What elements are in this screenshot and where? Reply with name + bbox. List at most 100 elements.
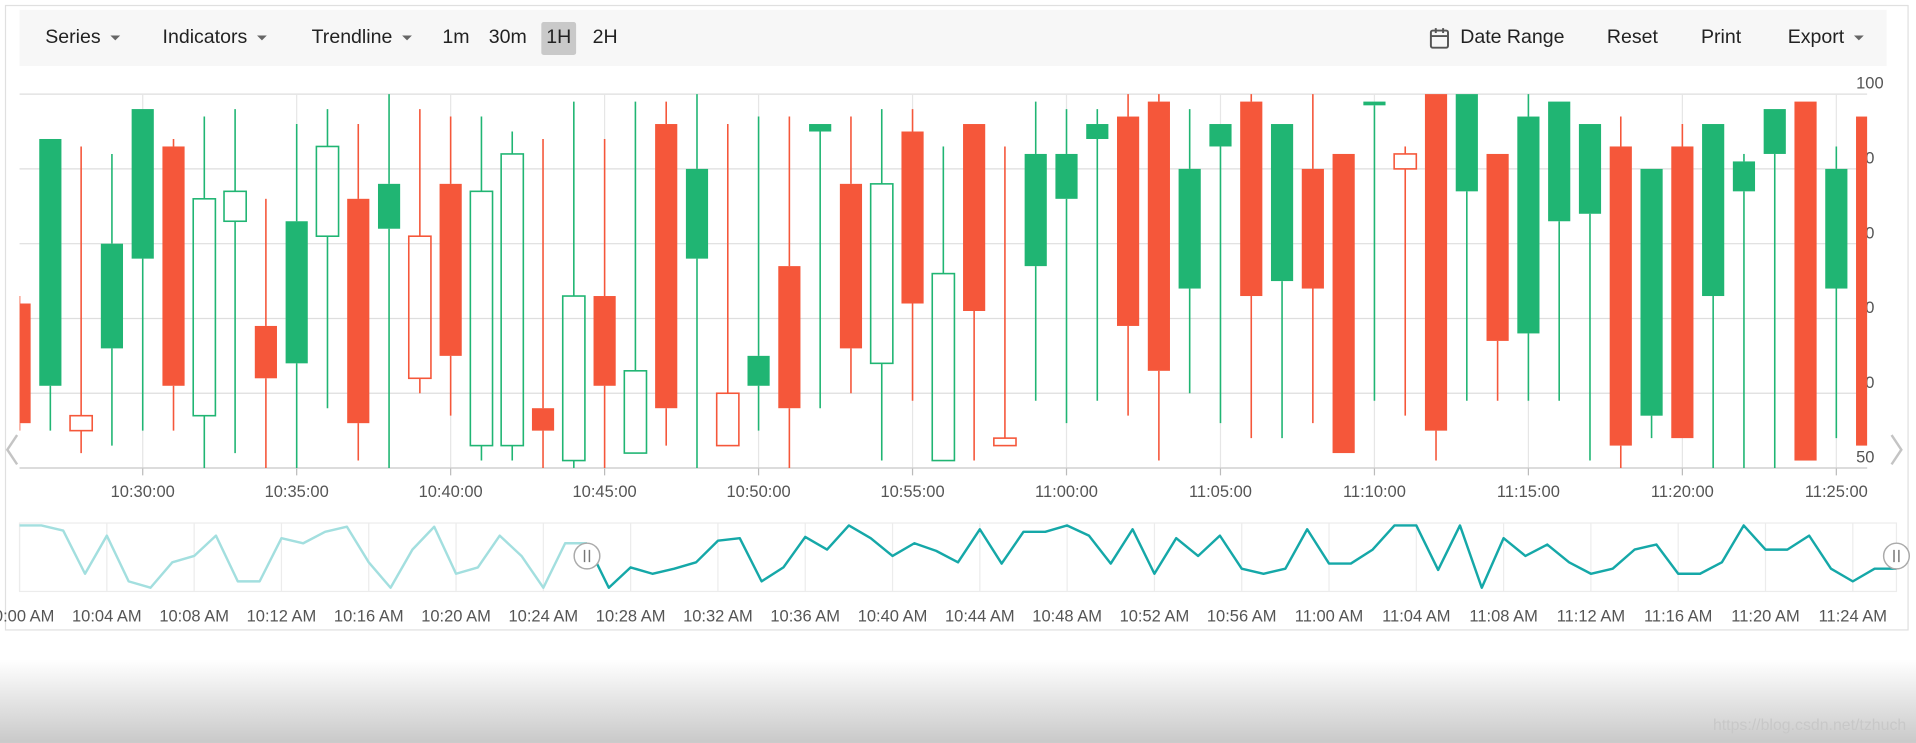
x-tick-label: 11:15:00 bbox=[1497, 483, 1560, 501]
toolbar-menu[interactable]: Indicators bbox=[163, 26, 267, 48]
candle-body bbox=[162, 146, 185, 386]
x-tick-label: 11:08 AM bbox=[1469, 607, 1537, 625]
period-button[interactable]: 2H bbox=[593, 26, 618, 48]
toolbar-menu-label[interactable]: Indicators bbox=[163, 26, 248, 48]
candle-body bbox=[315, 145, 340, 238]
candle-body bbox=[69, 414, 94, 432]
x-tick-label: 10:32 AM bbox=[683, 607, 753, 625]
candle-body bbox=[1548, 101, 1571, 222]
candle-body bbox=[1117, 116, 1140, 326]
x-tick-label: 10:50:00 bbox=[726, 483, 790, 501]
candle-body bbox=[254, 325, 277, 379]
period-button[interactable]: 1H bbox=[541, 22, 577, 56]
period-label[interactable]: 2H bbox=[593, 26, 618, 48]
toolbar-menu[interactable]: Series bbox=[45, 26, 121, 48]
candle-body bbox=[963, 124, 986, 311]
range-handle-knob[interactable] bbox=[573, 542, 601, 570]
x-tick-label: 10:20 AM bbox=[421, 607, 491, 625]
candle-body bbox=[1794, 101, 1817, 461]
x-tick-label: 10:40:00 bbox=[419, 483, 483, 501]
toolbar-menu-label[interactable]: Trendline bbox=[312, 26, 393, 48]
calendar-icon bbox=[1429, 29, 1449, 49]
candle-body bbox=[901, 131, 924, 304]
toolbar bbox=[19, 9, 1887, 67]
x-tick-label: 10:12 AM bbox=[247, 607, 317, 625]
x-tick-label: 10:52 AM bbox=[1120, 607, 1190, 625]
candle-body bbox=[931, 272, 956, 462]
toolbar-action[interactable]: Date Range bbox=[1429, 26, 1565, 49]
candle-body bbox=[469, 190, 494, 447]
candle-body bbox=[19, 303, 31, 424]
period-label[interactable]: 30m bbox=[489, 26, 527, 48]
toolbar-menu[interactable]: Trendline bbox=[312, 26, 412, 48]
candle-body bbox=[623, 370, 648, 454]
x-tick-label: 11:24 AM bbox=[1819, 607, 1887, 625]
navigator-line bbox=[585, 524, 1897, 589]
candle-body bbox=[747, 355, 770, 386]
y-tick-label: 100 bbox=[1856, 75, 1884, 93]
candle-body bbox=[1578, 124, 1602, 214]
dropdown-caret bbox=[402, 35, 412, 41]
x-tick-label: 10:44 AM bbox=[945, 607, 1015, 625]
navigator-line-inactive bbox=[19, 524, 587, 589]
candle-body bbox=[655, 124, 678, 409]
toolbar-action-label[interactable]: Export bbox=[1788, 26, 1845, 48]
period-button[interactable]: 30m bbox=[489, 26, 527, 48]
range-handle-grip[interactable] bbox=[583, 549, 591, 563]
candle-body bbox=[1147, 101, 1170, 371]
toolbar-action-label[interactable]: Date Range bbox=[1460, 26, 1564, 48]
candle-body bbox=[407, 235, 432, 380]
candle-body bbox=[839, 183, 863, 349]
candle-body bbox=[1517, 116, 1540, 334]
scroll-left[interactable] bbox=[5, 434, 19, 466]
period-selected bbox=[541, 22, 577, 56]
candle-body bbox=[1209, 124, 1232, 147]
toolbar-action-label[interactable]: Print bbox=[1701, 26, 1742, 48]
candle-body bbox=[1424, 94, 1448, 431]
scroll-right[interactable] bbox=[1890, 434, 1903, 466]
x-tick-label: 10:30:00 bbox=[111, 483, 175, 501]
toolbar-menu-label[interactable]: Series bbox=[45, 26, 101, 48]
x-tick-label: 11:16 AM bbox=[1644, 607, 1712, 625]
dropdown-caret bbox=[257, 35, 267, 41]
candle-body bbox=[1393, 153, 1418, 170]
x-tick-label: 10:24 AM bbox=[509, 607, 579, 625]
x-tick-label: 11:25:00 bbox=[1805, 483, 1868, 501]
range-handle-grip[interactable] bbox=[1893, 549, 1900, 563]
candle-body bbox=[285, 221, 308, 364]
candle-body bbox=[685, 168, 709, 259]
period-button[interactable]: 1m bbox=[442, 26, 469, 48]
candle-body bbox=[1702, 124, 1725, 297]
toolbar-action[interactable]: Print bbox=[1701, 26, 1742, 48]
toolbar-action[interactable]: Export bbox=[1788, 26, 1864, 48]
x-tick-label: 10:55:00 bbox=[880, 483, 944, 501]
candle-body bbox=[1363, 101, 1386, 106]
candle-body bbox=[1856, 116, 1868, 446]
candle-body bbox=[39, 138, 62, 386]
candle-body bbox=[100, 243, 124, 349]
period-label[interactable]: 1m bbox=[442, 26, 469, 48]
candle-body bbox=[1455, 94, 1478, 192]
candle-body bbox=[1178, 168, 1201, 289]
range-handle[interactable] bbox=[573, 542, 601, 570]
period-label[interactable]: 1H bbox=[546, 26, 571, 48]
candle-body bbox=[1763, 109, 1786, 154]
range-handle-knob[interactable] bbox=[1882, 542, 1911, 570]
candle-body bbox=[593, 296, 616, 386]
x-tick-label: 10:04 AM bbox=[72, 607, 142, 625]
candle-body bbox=[778, 266, 801, 409]
candle-body bbox=[1240, 101, 1263, 297]
dropdown-caret bbox=[110, 35, 121, 41]
candle-body bbox=[561, 295, 586, 462]
candle-body bbox=[993, 437, 1017, 447]
candle-body bbox=[377, 183, 401, 229]
x-tick-label: 11:04 AM bbox=[1382, 607, 1450, 625]
x-tick-label: 10:56 AM bbox=[1207, 607, 1277, 625]
toolbar-action-label[interactable]: Reset bbox=[1607, 26, 1659, 48]
x-tick-label: 11:20:00 bbox=[1651, 483, 1714, 501]
toolbar-action[interactable]: Reset bbox=[1607, 26, 1659, 48]
candle-body bbox=[347, 198, 370, 424]
range-handle[interactable] bbox=[1882, 542, 1911, 570]
candle-body bbox=[131, 109, 154, 259]
